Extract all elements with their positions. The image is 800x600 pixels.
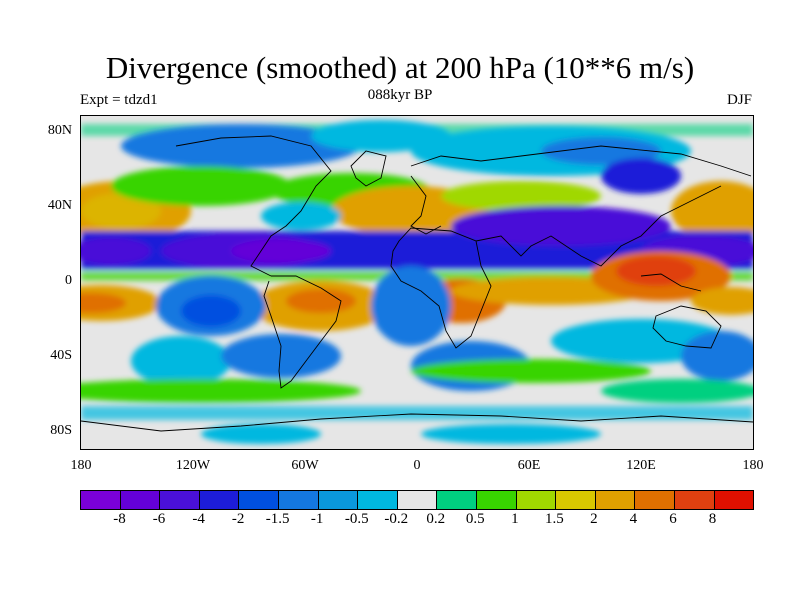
colorbar-swatch [199, 491, 240, 509]
colorbar-tick-label: -1 [310, 511, 324, 527]
colorbar-swatch [239, 491, 279, 509]
colorbar-swatch [556, 491, 596, 509]
colorbar-tick-label: -1.5 [265, 511, 290, 527]
colorbar-swatch [318, 491, 359, 509]
map-field [81, 116, 753, 449]
colorbar-swatch [635, 491, 675, 509]
colorbar-tick-label: -8 [113, 511, 126, 527]
colorbar-swatch [674, 491, 715, 509]
colorbar-swatch [476, 491, 517, 509]
colorbar-tick-label: 6 [669, 511, 677, 527]
colorbar-tick-label: -0.2 [384, 511, 409, 527]
colorbar-swatch [595, 491, 636, 509]
colorbar-tick-label: 1 [511, 511, 519, 527]
lat-label-40n: 40N [47, 198, 72, 213]
colorbar [80, 490, 754, 510]
lat-label-40s: 40S [50, 348, 72, 363]
experiment-label: Expt = tdzd1 [80, 92, 158, 108]
colorbar-tick-label: 2 [590, 511, 598, 527]
lon-label-60e: 60E [517, 458, 541, 473]
colorbar-tick-label: -2 [231, 511, 245, 527]
colorbar-tick-label: 4 [629, 511, 638, 527]
colorbar-swatch [120, 491, 161, 509]
colorbar-swatch [278, 491, 319, 509]
lon-label-0: 0 [413, 458, 421, 473]
colorbar-tick-label: 1.5 [544, 511, 564, 527]
lon-label-120w: 120W [175, 458, 211, 473]
chart-title: Divergence (smoothed) at 200 hPa (10**6 … [105, 50, 695, 85]
lon-label-180e: 180 [742, 458, 764, 473]
lon-label-180w: 180 [70, 458, 92, 473]
lon-label-120e: 120E [626, 458, 656, 473]
colorbar-tick-label: 0.5 [465, 511, 485, 527]
lat-label-80s: 80S [50, 423, 72, 438]
colorbar-swatch [81, 491, 121, 509]
colorbar-tick-label: -0.5 [344, 511, 369, 527]
colorbar-swatch [714, 491, 754, 509]
season-label: DJF [726, 92, 752, 108]
lat-label-0: 0 [65, 273, 72, 288]
colorbar-swatch [437, 491, 477, 509]
colorbar-swatch [397, 491, 438, 509]
colorbar-tick-label: -6 [152, 511, 166, 527]
colorbar-swatch [358, 491, 398, 509]
lat-label-80n: 80N [47, 123, 72, 138]
lon-label-60w: 60W [291, 458, 319, 473]
time-label: 088kyr BP [367, 87, 433, 103]
colorbar-swatch [160, 491, 200, 509]
colorbar-tick-label: -4 [192, 511, 205, 527]
divergence-map [80, 115, 754, 450]
colorbar-tick-label: 0.2 [426, 511, 446, 527]
colorbar-tick-label: 8 [708, 511, 717, 527]
colorbar-swatch [516, 491, 557, 509]
